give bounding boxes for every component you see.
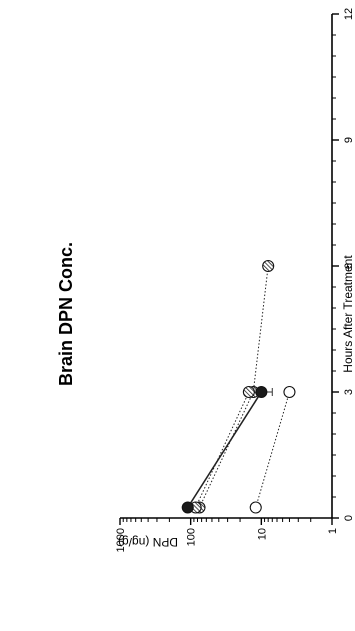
x-tick-label: 3 <box>343 389 355 395</box>
series-line <box>255 391 290 508</box>
y-tick-label: 1 <box>327 528 339 534</box>
series-line <box>195 391 250 508</box>
data-point-open-circle <box>283 385 296 399</box>
x-axis-label: Hours After Treatment <box>341 255 355 373</box>
data-point-hatched-circle <box>262 259 275 273</box>
data-point-filled-circle <box>255 385 268 399</box>
y-tick-label: 10 <box>256 528 268 540</box>
series-line <box>187 391 263 508</box>
plot-area <box>181 259 296 514</box>
x-tick-label: 0 <box>343 515 355 521</box>
series-line <box>199 265 269 508</box>
axes: 1 10 100 1000 0 3 6 9 12 <box>115 8 355 553</box>
data-point-hatched-circle <box>242 385 255 399</box>
chart-title: Brain DPN Conc. <box>56 242 76 386</box>
y-axis-label: DPN (ng/g) <box>118 535 178 549</box>
x-tick-label: 6 <box>343 263 355 269</box>
x-tick-label: 12 <box>343 8 355 20</box>
x-tick-label: 9 <box>343 137 355 143</box>
y-tick-label: 1000 <box>115 528 127 552</box>
y-tick-label: 100 <box>186 528 198 546</box>
data-point-open-circle <box>249 501 262 514</box>
data-point-filled-circle <box>181 501 194 514</box>
